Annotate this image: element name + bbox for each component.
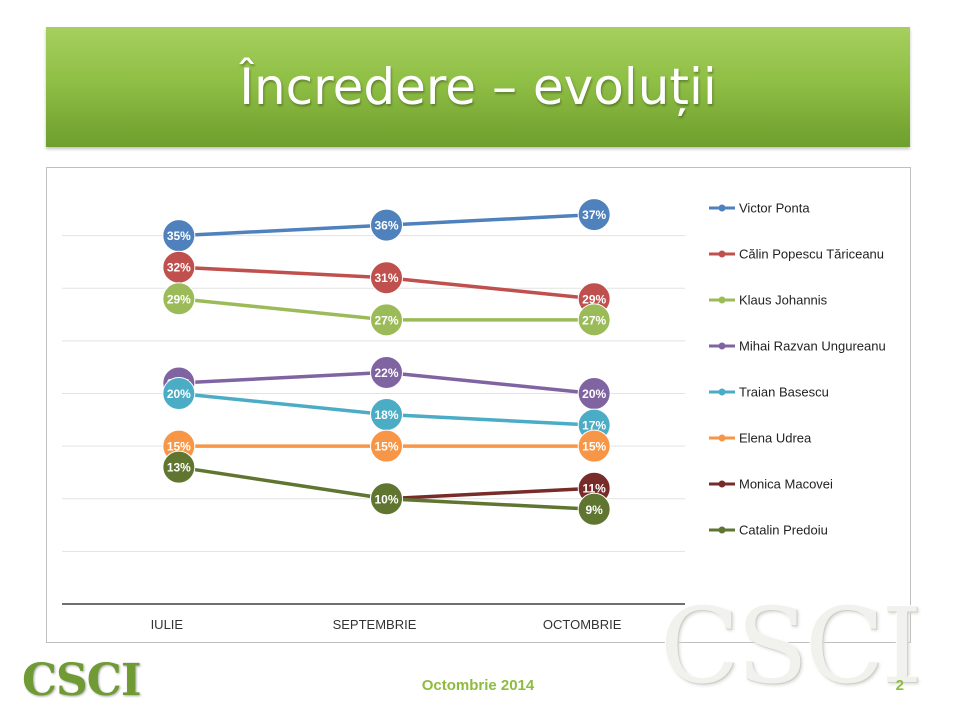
data-point xyxy=(162,450,196,484)
page-number: 2 xyxy=(895,677,904,694)
series-line xyxy=(384,412,596,427)
data-label: 27% xyxy=(582,313,606,327)
series-line xyxy=(384,486,596,501)
series-line xyxy=(177,265,389,280)
data-label: 20% xyxy=(167,387,191,401)
watermark-logo: CSCI xyxy=(660,585,922,707)
series-line xyxy=(177,223,389,238)
series-line xyxy=(177,370,389,385)
series-line xyxy=(177,391,389,417)
data-label: 36% xyxy=(374,219,398,233)
x-tick-label: IULIE xyxy=(151,617,184,632)
data-point xyxy=(370,208,403,242)
footer-date: Octombrie 2014 xyxy=(421,677,535,694)
line-chart: IULIE SEPTEMBRIE OCTOMBRIE 35% 36% 37% 32% 31% 2… xyxy=(62,198,886,632)
data-point xyxy=(370,303,403,337)
x-tick-label: SEPTEMBRIE xyxy=(333,617,417,632)
data-point xyxy=(370,429,403,463)
data-point xyxy=(370,355,403,389)
data-label: 37% xyxy=(582,208,606,222)
data-point xyxy=(370,482,403,516)
legend-swatch-marker xyxy=(718,296,726,304)
legend-swatch-marker xyxy=(718,480,726,488)
data-label: 18% xyxy=(374,408,398,422)
legend-label: Elena Udrea xyxy=(739,431,812,446)
legend-swatch-marker xyxy=(718,526,726,534)
series-line xyxy=(177,465,389,501)
legend-label: Monica Macovei xyxy=(739,477,833,492)
data-point xyxy=(162,282,196,316)
data-point xyxy=(577,303,611,337)
data-label: 22% xyxy=(374,366,398,380)
data-label: 31% xyxy=(374,271,398,285)
legend-swatch-marker xyxy=(718,434,726,442)
data-label: 32% xyxy=(167,261,191,275)
data-label: 20% xyxy=(582,387,606,401)
data-label: 15% xyxy=(374,440,398,454)
data-label: 27% xyxy=(374,313,398,327)
legend-label: Catalin Predoiu xyxy=(739,523,828,538)
legend-label: Victor Ponta xyxy=(739,201,810,216)
legend-swatch-marker xyxy=(718,388,726,396)
data-point xyxy=(162,377,196,410)
data-point xyxy=(577,198,611,232)
data-label: 29% xyxy=(167,292,191,306)
legend-swatch-marker xyxy=(718,342,726,350)
data-label: 15% xyxy=(582,440,606,454)
series-line xyxy=(384,275,596,301)
legend-swatch-marker xyxy=(718,250,726,258)
data-label: 11% xyxy=(582,482,606,496)
data-label: 35% xyxy=(167,229,191,243)
data-label: 9% xyxy=(585,503,603,517)
slide-title: Încredere – evoluții xyxy=(239,58,717,116)
x-tick-label: OCTOMBRIE xyxy=(543,617,622,632)
legend-label: Klaus Johannis xyxy=(739,293,828,308)
data-label: 10% xyxy=(374,492,398,506)
series-line xyxy=(384,370,596,396)
brand-logo: CSCI xyxy=(22,655,141,706)
title-banner: Încredere – evoluții xyxy=(46,27,910,147)
legend-label: Călin Popescu Tăriceanu xyxy=(739,247,884,262)
data-label: 29% xyxy=(582,292,606,306)
legend-label: Mihai Razvan Ungureanu xyxy=(739,339,886,354)
legend-swatch-marker xyxy=(718,204,726,212)
series-line xyxy=(384,497,596,512)
data-point xyxy=(370,261,403,295)
data-label: 15% xyxy=(167,440,191,454)
series-line xyxy=(177,297,389,322)
chart-area: IULIE SEPTEMBRIE OCTOMBRIE 35% 36% 37% 32% 31% 2… xyxy=(46,167,911,643)
series-line xyxy=(384,212,596,227)
data-label: 17% xyxy=(582,419,606,433)
data-point xyxy=(577,492,611,526)
data-point xyxy=(577,429,611,463)
data-label: 13% xyxy=(167,461,191,475)
legend-label: Traian Basescu xyxy=(739,385,829,400)
